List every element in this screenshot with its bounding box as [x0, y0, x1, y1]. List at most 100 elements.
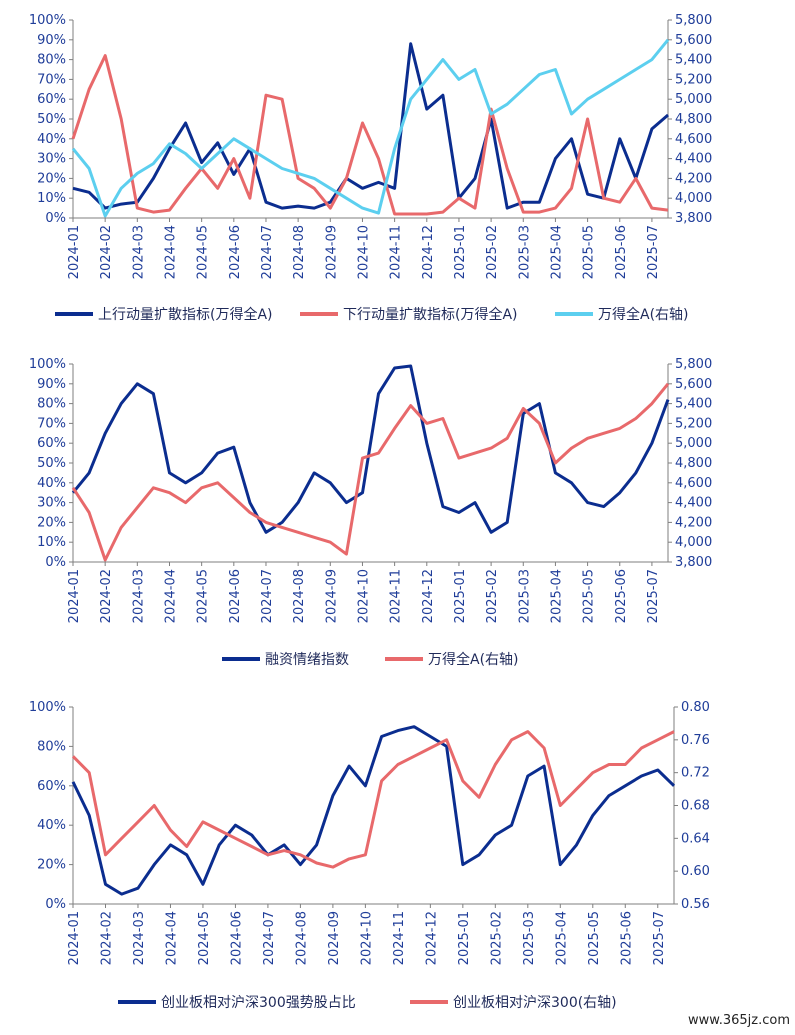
legend-label: 创业板相对沪深300强势股占比 — [161, 995, 356, 1011]
y-left-tick-label: 90% — [37, 33, 66, 48]
watermark: www.365jz.com — [688, 1013, 790, 1028]
x-tick-label: 2025-07 — [646, 569, 661, 623]
y-left-tick-label: 70% — [37, 416, 66, 431]
y-right-tick-label: 0.56 — [681, 897, 710, 912]
x-tick-label: 2025-01 — [453, 569, 468, 623]
y-right-tick-label: 0.76 — [681, 733, 710, 748]
y-right-tick-label: 3,800 — [675, 555, 712, 570]
series-line-1 — [71, 382, 670, 562]
x-tick-label: 2025-01 — [453, 225, 468, 279]
x-tick-label: 2024-06 — [229, 911, 244, 965]
x-tick-label: 2025-06 — [619, 911, 634, 965]
x-tick-label: 2025-05 — [587, 911, 602, 965]
x-tick-label: 2025-06 — [614, 569, 629, 623]
y-left-tick-label: 30% — [37, 496, 66, 511]
y-left-tick-label: 10% — [37, 535, 66, 550]
y-right-tick-label: 4,600 — [675, 476, 712, 491]
chinext-vs-csi300-chart: 0% 20% 40% 60% 80% 100% 0.56 0.60 0.64 0.68 0.72 0.… — [29, 700, 710, 1011]
x-tick-label: 2024-02 — [99, 911, 114, 965]
legend-label: 万得全A(右轴) — [428, 651, 519, 668]
x-tick-label: 2025-03 — [517, 569, 532, 623]
y-left-tick-label: 90% — [37, 377, 66, 392]
x-tick-label: 2024-05 — [196, 569, 211, 623]
x-tick-label: 2024-09 — [324, 569, 339, 623]
y-left-tick-label: 20% — [37, 515, 66, 530]
y-left-tick-label: 30% — [37, 152, 66, 167]
y-left-tick-label: 80% — [37, 53, 66, 68]
margin-sentiment-chart: 0% 10% 20% 30% 40% 50% 60% 70% 80% 90% 100% 3,800 4,… — [29, 357, 712, 668]
y-right-tick-label: 3,800 — [675, 211, 712, 226]
y-right-tick-label: 4,600 — [675, 132, 712, 147]
x-tick-label: 2024-11 — [389, 569, 404, 623]
x-tick-label: 2024-07 — [260, 225, 275, 279]
x-tick-label: 2024-06 — [228, 569, 243, 623]
x-tick-label: 2025-05 — [582, 225, 597, 279]
x-tick-label: 2024-02 — [99, 569, 114, 623]
x-tick-label: 2024-05 — [196, 225, 211, 279]
y-left-tick-label: 100% — [29, 13, 66, 28]
x-tick-label: 2025-03 — [522, 911, 537, 965]
x-tick-label: 2025-07 — [646, 225, 661, 279]
legend-label: 融资情绪指数 — [265, 652, 349, 668]
y-right-tick-label: 0.64 — [681, 831, 710, 846]
x-tick-label: 2024-11 — [392, 911, 407, 965]
x-tick-label: 2024-01 — [67, 569, 82, 623]
series-line-0 — [71, 364, 670, 534]
series-line-1 — [71, 730, 675, 869]
x-tick-label: 2024-07 — [260, 569, 275, 623]
y-right-tick-label: 0.80 — [681, 700, 710, 715]
x-tick-label: 2024-08 — [294, 911, 309, 965]
x-tick-label: 2025-02 — [485, 225, 500, 279]
x-tick-label: 2024-10 — [356, 569, 371, 623]
y-right-tick-label: 5,400 — [675, 53, 712, 68]
y-right-tick-label: 5,600 — [675, 377, 712, 392]
y-left-tick-label: 20% — [37, 171, 66, 186]
y-left-tick-label: 0% — [45, 555, 66, 570]
y-left-tick-label: 60% — [37, 779, 66, 794]
y-right-tick-label: 4,400 — [675, 496, 712, 511]
x-tick-label: 2024-09 — [324, 225, 339, 279]
x-tick-label: 2024-04 — [163, 225, 178, 279]
series-line-0 — [71, 725, 676, 896]
series-line-2 — [71, 38, 670, 218]
y-left-tick-label: 50% — [37, 112, 66, 127]
y-right-tick-label: 5,000 — [675, 436, 712, 451]
legend-label: 创业板相对沪深300(右轴) — [453, 995, 617, 1011]
y-right-tick-label: 5,800 — [675, 13, 712, 28]
legend-label: 上行动量扩散指标(万得全A) — [98, 306, 273, 323]
y-left-tick-label: 100% — [29, 357, 66, 372]
y-left-tick-label: 10% — [37, 191, 66, 206]
x-tick-label: 2025-07 — [652, 911, 667, 965]
series-line-0 — [72, 42, 669, 210]
x-tick-label: 2024-12 — [421, 225, 436, 279]
x-tick-label: 2024-12 — [421, 569, 436, 623]
x-tick-label: 2024-01 — [67, 225, 82, 279]
x-tick-label: 2024-07 — [262, 911, 277, 965]
y-right-tick-label: 0.72 — [681, 766, 710, 781]
series-line-1 — [71, 54, 669, 216]
x-tick-label: 2024-02 — [99, 225, 114, 279]
y-right-tick-label: 4,200 — [675, 171, 712, 186]
x-tick-label: 2024-08 — [292, 225, 307, 279]
y-right-tick-label: 5,400 — [675, 397, 712, 412]
y-right-tick-label: 5,800 — [675, 357, 712, 372]
x-tick-label: 2024-06 — [228, 225, 243, 279]
y-right-tick-label: 0.60 — [681, 864, 710, 879]
y-right-tick-label: 5,600 — [675, 33, 712, 48]
x-tick-label: 2024-01 — [67, 911, 82, 965]
y-right-tick-label: 4,800 — [675, 456, 712, 471]
y-right-tick-label: 4,400 — [675, 152, 712, 167]
x-tick-label: 2024-04 — [163, 569, 178, 623]
y-right-tick-label: 4,200 — [675, 515, 712, 530]
y-left-tick-label: 80% — [37, 739, 66, 754]
y-left-tick-label: 0% — [45, 897, 66, 912]
x-tick-label: 2024-08 — [292, 569, 307, 623]
x-tick-label: 2024-10 — [359, 911, 374, 965]
y-left-tick-label: 80% — [37, 397, 66, 412]
y-right-tick-label: 4,000 — [675, 191, 712, 206]
x-tick-label: 2024-03 — [132, 911, 147, 965]
x-tick-label: 2024-04 — [164, 911, 179, 965]
y-right-tick-label: 5,200 — [675, 416, 712, 431]
x-tick-label: 2024-12 — [424, 911, 439, 965]
